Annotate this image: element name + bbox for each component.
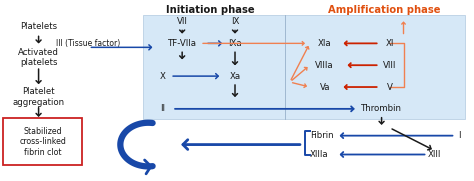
Text: Xa: Xa	[229, 72, 241, 81]
Text: Platelet
aggregation: Platelet aggregation	[12, 87, 64, 107]
Text: VII: VII	[177, 17, 188, 26]
Text: VIIIa: VIIIa	[315, 61, 334, 70]
Text: TF-VIIa: TF-VIIa	[168, 39, 197, 48]
Text: II: II	[160, 104, 165, 113]
Text: Amplification phase: Amplification phase	[328, 5, 441, 15]
Text: X: X	[159, 72, 165, 81]
Text: Activated
platelets: Activated platelets	[18, 48, 59, 67]
Text: Initiation phase: Initiation phase	[166, 5, 255, 15]
Text: VIII: VIII	[383, 61, 396, 70]
Text: XIIIa: XIIIa	[310, 150, 328, 159]
Text: Va: Va	[319, 83, 330, 92]
Text: XI: XI	[385, 39, 394, 48]
Text: XIII: XIII	[428, 150, 441, 159]
Text: Stabilized
cross-linked
fibrin clot: Stabilized cross-linked fibrin clot	[19, 127, 66, 157]
Text: Fibrin: Fibrin	[310, 131, 333, 140]
FancyBboxPatch shape	[3, 118, 82, 165]
Text: V: V	[387, 83, 392, 92]
FancyBboxPatch shape	[143, 15, 465, 119]
Text: IXa: IXa	[228, 39, 242, 48]
Text: I: I	[458, 131, 461, 140]
Text: III (Tissue factor): III (Tissue factor)	[56, 39, 120, 48]
Text: IX: IX	[231, 17, 239, 26]
Text: Platelets: Platelets	[20, 22, 57, 31]
Text: XIa: XIa	[318, 39, 331, 48]
Text: Thrombin: Thrombin	[361, 104, 402, 113]
